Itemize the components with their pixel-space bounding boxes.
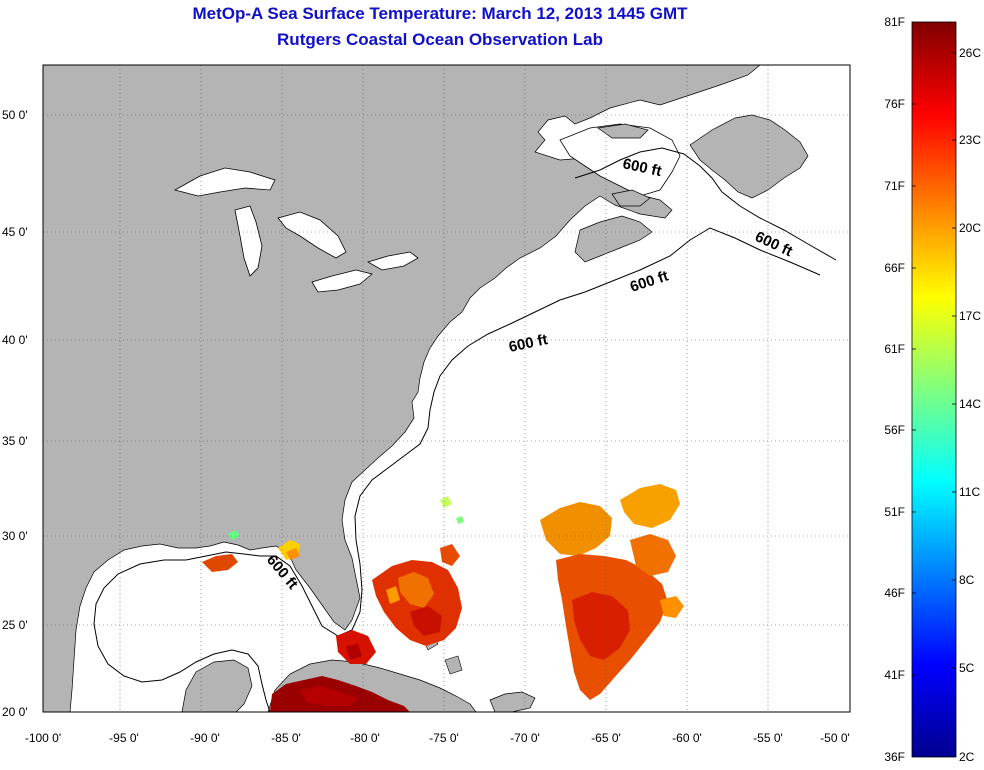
land-hispaniola [489, 691, 536, 712]
lon-tick-label: -60 0' [672, 731, 702, 745]
colorbar-f-label: 36F [884, 750, 905, 764]
lat-tick-label: 25 0' [2, 618, 28, 632]
colorbar-f-label: 46F [884, 586, 905, 600]
lon-tick-label: -100 0' [25, 731, 61, 745]
colorbar-f-label: 51F [884, 505, 905, 519]
colorbar-f-label: 41F [884, 668, 905, 682]
lon-tick-label: -80 0' [350, 731, 380, 745]
latitude-axis: 50 0' 45 0' 40 0' 35 0' 30 0' 25 0' 20 0… [2, 108, 28, 719]
colorbar-c-label: 14C [959, 397, 981, 411]
colorbar-c-label: 17C [959, 309, 981, 323]
lon-tick-label: -50 0' [820, 731, 850, 745]
depth-contour-600ft-north [574, 147, 837, 261]
lon-tick-label: -90 0' [190, 731, 220, 745]
land-yucatan [181, 659, 253, 712]
colorbar-f-labels: 81F 76F 71F 66F 61F 56F 51F 46F 41F 36F [884, 15, 905, 764]
lat-tick-label: 45 0' [2, 225, 28, 239]
colorbar: 81F 76F 71F 66F 61F 56F 51F 46F 41F 36F … [884, 15, 981, 764]
lon-tick-label: -95 0' [109, 731, 139, 745]
graticule [43, 65, 850, 712]
colorbar-c-label: 26C [959, 46, 981, 60]
lon-tick-label: -85 0' [271, 731, 301, 745]
map-subtitle: Rutgers Coastal Ocean Observation Lab [277, 30, 603, 49]
map-frame [42, 64, 851, 713]
colorbar-f-label: 76F [884, 97, 905, 111]
map-title: MetOp-A Sea Surface Temperature: March 1… [192, 4, 688, 23]
lon-tick-label: -75 0' [429, 731, 459, 745]
lat-tick-label: 40 0' [2, 333, 28, 347]
colorbar-c-label: 20C [959, 221, 981, 235]
lat-tick-label: 30 0' [2, 529, 28, 543]
land-newfoundland [689, 114, 809, 199]
colorbar-c-label: 5C [959, 661, 975, 675]
land-nova-scotia [574, 215, 653, 263]
great-lakes [173, 167, 419, 293]
lon-tick-label: -65 0' [591, 731, 621, 745]
colorbar-c-label: 8C [959, 573, 975, 587]
colorbar-f-label: 61F [884, 342, 905, 356]
colorbar-gradient [911, 21, 957, 758]
colorbar-c-label: 23C [959, 133, 981, 147]
lon-tick-label: -55 0' [753, 731, 783, 745]
colorbar-f-label: 66F [884, 261, 905, 275]
colorbar-c-label: 11C [959, 485, 980, 499]
sst-data-patches [202, 484, 684, 712]
colorbar-f-label: 56F [884, 423, 905, 437]
longitude-axis: -100 0' -95 0' -90 0' -85 0' -80 0' -75 … [25, 731, 850, 745]
pei-island [611, 189, 651, 207]
lon-tick-label: -70 0' [510, 731, 540, 745]
land-mass [43, 65, 761, 712]
colorbar-c-labels: 26C 23C 20C 17C 14C 11C 8C 5C 2C [959, 46, 981, 764]
lat-tick-label: 20 0' [2, 705, 28, 719]
colorbar-c-label: 2C [959, 750, 975, 764]
lat-tick-label: 35 0' [2, 434, 28, 448]
colorbar-f-label: 71F [884, 179, 905, 193]
anticosti-island [597, 123, 649, 139]
colorbar-ticks [912, 52, 956, 676]
lat-tick-label: 50 0' [2, 108, 28, 122]
colorbar-f-label: 81F [884, 15, 905, 29]
